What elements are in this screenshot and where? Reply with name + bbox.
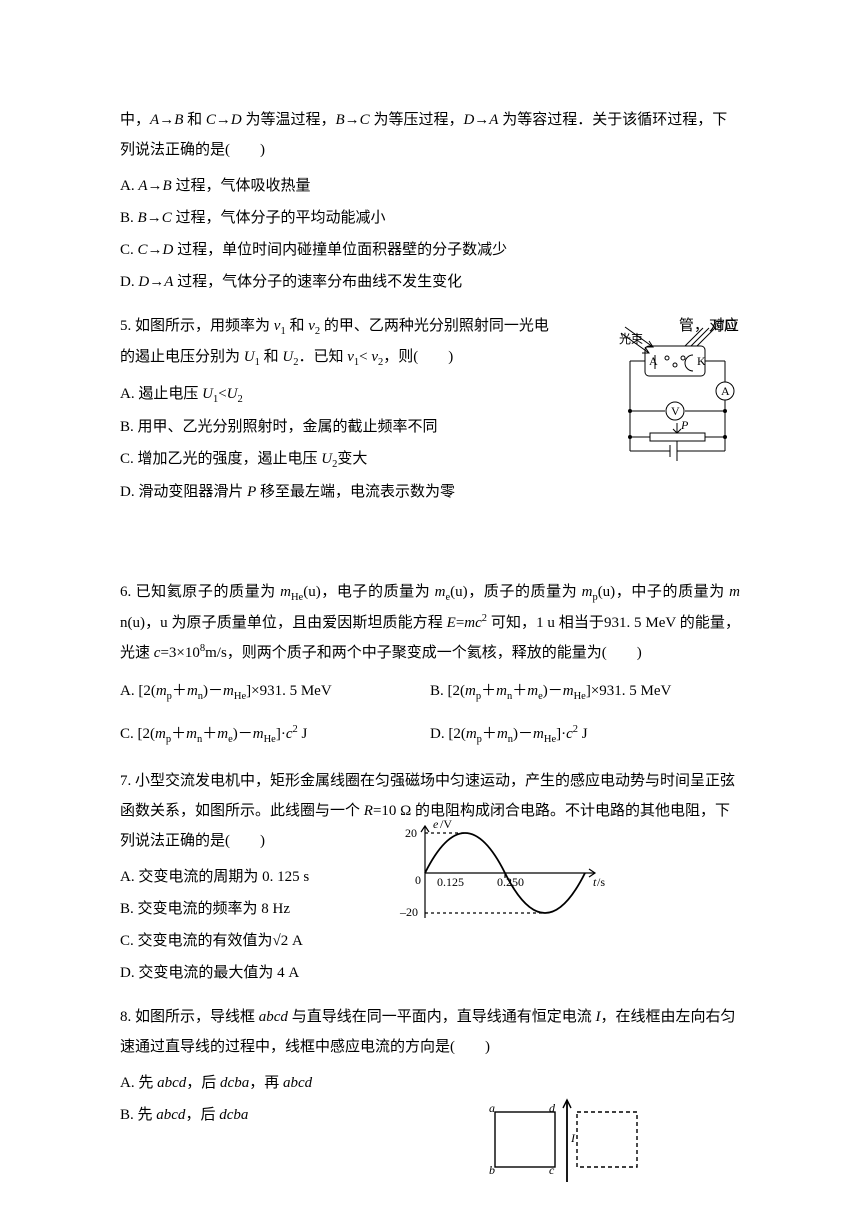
q5-figure: 窗口 光束 A K bbox=[615, 311, 740, 481]
q4-option-d: D. D→A 过程，气体分子的速率分布曲线不发生变化 bbox=[120, 267, 740, 297]
q8-stem: 8. 如图所示，导线框 abcd 与直导线在同一平面内，直导线通有恒定电流 I，… bbox=[120, 1002, 740, 1062]
q6-option-b: B. [2(mp＋mn＋me)－mHe]×931. 5 MeV bbox=[430, 676, 740, 707]
svg-text:0.125: 0.125 bbox=[437, 875, 464, 889]
question-8: 8. 如图所示，导线框 abcd 与直导线在同一平面内，直导线通有恒定电流 I，… bbox=[120, 1002, 740, 1130]
svg-text:/V: /V bbox=[440, 818, 452, 831]
svg-text:A: A bbox=[649, 354, 658, 368]
q5-option-d: D. 滑动变阻器滑片 P 移至最左端，电流表示数为零 bbox=[120, 477, 740, 507]
q6-option-c: C. [2(mp＋mn＋me)－mHe]·c2 J bbox=[120, 719, 430, 750]
svg-text:P: P bbox=[680, 418, 689, 432]
exam-page: 中，A→B 和 C→D 为等温过程，B→C 为等压过程，D→A 为等容过程．关于… bbox=[0, 0, 860, 1216]
q6-option-a: A. [2(mp＋mn)－mHe]×931. 5 MeV bbox=[120, 676, 430, 707]
q8-option-b: B. 先 abcd，后 dcba bbox=[120, 1100, 740, 1130]
q7-figure: e/V 20 0 –20 0.125 0.250 t/s bbox=[395, 818, 610, 928]
svg-text:d: d bbox=[549, 1101, 556, 1115]
svg-text:c: c bbox=[549, 1163, 555, 1177]
q8-option-a: A. 先 abcd，后 dcba，再 abcd bbox=[120, 1068, 740, 1098]
q4-option-a: A. A→B 过程，气体吸收热量 bbox=[120, 171, 740, 201]
q7-option-d: D. 交变电流的最大值为 4 A bbox=[120, 958, 740, 988]
svg-text:0.250: 0.250 bbox=[497, 875, 524, 889]
q8-figure: a b c d I bbox=[485, 1092, 645, 1192]
q7-option-c: C. 交变电流的有效值为√2 A bbox=[120, 926, 740, 956]
question-4-continuation: 中，A→B 和 C→D 为等温过程，B→C 为等压过程，D→A 为等容过程．关于… bbox=[120, 105, 740, 297]
svg-text:e: e bbox=[433, 818, 439, 831]
svg-text:I: I bbox=[570, 1131, 576, 1145]
q4-option-c: C. C→D 过程，单位时间内碰撞单位面积器壁的分子数减少 bbox=[120, 235, 740, 265]
svg-text:K: K bbox=[697, 354, 706, 368]
svg-text:20: 20 bbox=[405, 826, 417, 840]
svg-text:/s: /s bbox=[597, 875, 605, 889]
label-window: 窗口 bbox=[713, 318, 737, 332]
svg-text:b: b bbox=[489, 1163, 495, 1177]
question-7: 7. 小型交流发电机中，矩形金属线圈在匀强磁场中匀速运动，产生的感应电动势与时间… bbox=[120, 766, 740, 988]
q6-stem: 6. 已知氦原子的质量为 mHe(u)，电子的质量为 me(u)，质子的质量为 … bbox=[120, 577, 740, 668]
question-5: 窗口 光束 A K bbox=[120, 311, 740, 507]
svg-text:a: a bbox=[489, 1101, 495, 1115]
question-6: 6. 已知氦原子的质量为 mHe(u)，电子的质量为 me(u)，质子的质量为 … bbox=[120, 577, 740, 752]
svg-text:A: A bbox=[721, 384, 730, 398]
svg-text:V: V bbox=[671, 404, 680, 418]
q4-option-b: B. B→C 过程，气体分子的平均动能减小 bbox=[120, 203, 740, 233]
q4-stem: 中，A→B 和 C→D 为等温过程，B→C 为等压过程，D→A 为等容过程．关于… bbox=[120, 105, 740, 165]
q6-option-d: D. [2(mp＋mn)－mHe]·c2 J bbox=[430, 719, 740, 750]
svg-text:0: 0 bbox=[415, 873, 421, 887]
svg-text:–20: –20 bbox=[399, 905, 418, 919]
